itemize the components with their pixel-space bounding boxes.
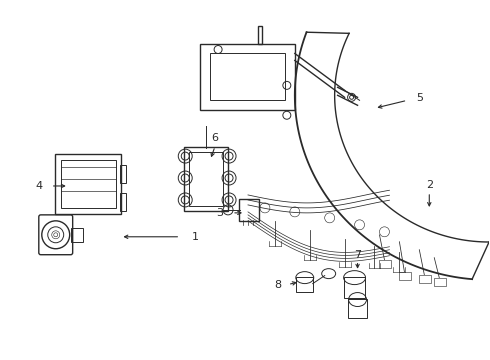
Bar	[419, 275, 431, 283]
Text: 2: 2	[426, 180, 433, 190]
Text: 5: 5	[416, 93, 423, 103]
Text: 7: 7	[354, 250, 361, 260]
Bar	[379, 260, 392, 268]
Bar	[61, 160, 116, 208]
Bar	[399, 272, 412, 280]
Bar	[121, 193, 126, 211]
Text: 3: 3	[217, 208, 223, 218]
Text: 8: 8	[274, 280, 281, 289]
Bar	[71, 228, 83, 242]
Text: 6: 6	[212, 133, 219, 143]
Bar	[189, 152, 223, 206]
Text: 1: 1	[192, 232, 198, 242]
Bar	[210, 54, 285, 100]
Bar	[434, 278, 446, 285]
Text: 4: 4	[35, 181, 42, 191]
Bar	[121, 165, 126, 183]
